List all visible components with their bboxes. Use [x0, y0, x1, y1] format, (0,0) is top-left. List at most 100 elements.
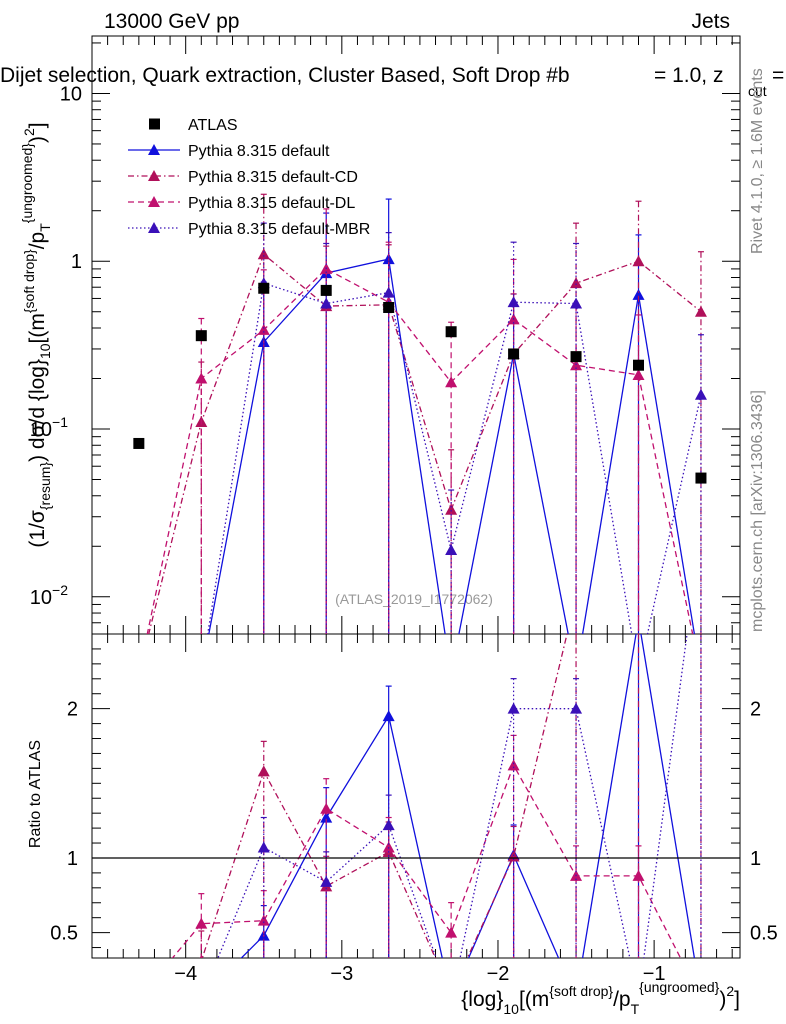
- y-tick-label: 1: [71, 251, 82, 273]
- legend-marker: [148, 144, 160, 155]
- atlas-data-point: [133, 437, 145, 449]
- atlas-data-point: [258, 282, 270, 294]
- legend-entry: Pythia 8.315 default-DL: [128, 195, 355, 212]
- x-tick-label: −2: [487, 963, 510, 985]
- legend-label: Pythia 8.315 default-MBR: [188, 221, 370, 238]
- data-point-marker: [632, 869, 645, 881]
- main-series-layer: [133, 193, 707, 634]
- x-tick-label: −1: [643, 963, 666, 985]
- x-tick-label: −3: [330, 963, 353, 985]
- mcplots-label: mcplots.cern.ch [arXiv:1306.3436]: [749, 390, 766, 632]
- legend-marker: [148, 222, 160, 233]
- data-point-marker: [507, 759, 520, 771]
- data-point-marker: [320, 802, 333, 814]
- legend-label: Pythia 8.315 default-CD: [188, 169, 358, 186]
- data-point-marker: [570, 277, 583, 289]
- data-point-marker: [507, 702, 520, 714]
- data-point-marker: [320, 297, 333, 309]
- legend-label: Pythia 8.315 default-DL: [188, 195, 355, 212]
- data-point-marker: [445, 503, 458, 515]
- data-point-marker: [632, 288, 645, 300]
- data-point-marker: [445, 926, 458, 938]
- plot-title-sub: cut: [748, 83, 767, 99]
- legend-entry: Pythia 8.315 default-CD: [128, 169, 358, 186]
- series-line: [146, 268, 694, 634]
- ratio-y-tick-label-right: 1: [750, 848, 761, 870]
- series-pythia-8-315-default-dl-ratio: [171, 734, 682, 958]
- data-point-marker: [445, 994, 457, 1005]
- series-line: [148, 253, 702, 634]
- atlas-data-point: [383, 301, 395, 313]
- ratio-y-axis: 0.5 0.5 1 1 2 2: [50, 648, 778, 949]
- legend-entry: ATLAS: [149, 117, 238, 134]
- data-point-marker: [195, 372, 208, 384]
- atlas-data-point: [508, 348, 520, 360]
- atlas-data-point: [320, 284, 332, 296]
- data-point-marker: [570, 297, 583, 309]
- data-point-marker: [257, 323, 270, 335]
- data-point-marker: [195, 917, 208, 929]
- ratio-y-tick-label: 2: [67, 699, 78, 721]
- y-tick-label: 10−2: [30, 582, 68, 609]
- ratio-y-tick-label-right: 2: [750, 699, 761, 721]
- plot-title: Dijet selection, Quark extraction, Clust…: [0, 64, 570, 87]
- main-y-axis: 10−2 10−1 1 10: [30, 42, 740, 635]
- data-point-marker: [445, 544, 458, 556]
- data-point-marker: [320, 811, 333, 823]
- atlas-data-point: [570, 351, 582, 363]
- data-point-marker: [382, 710, 395, 722]
- data-point-marker: [445, 988, 457, 999]
- plot-title-main: Dijet selection, Quark extraction, Clust…: [0, 64, 570, 87]
- y-tick-label: 10: [60, 83, 82, 105]
- data-point-marker: [382, 841, 395, 853]
- legend-label: ATLAS: [188, 117, 238, 134]
- data-point-marker: [257, 765, 270, 777]
- legend-marker: [148, 170, 160, 181]
- atlas-data-point: [195, 330, 207, 342]
- x-tick-label: −4: [174, 963, 197, 985]
- atlas-data-point: [633, 359, 645, 371]
- data-point-marker: [570, 702, 583, 714]
- series-pythia-8-315-default-mbr-ratio: [217, 634, 702, 1005]
- data-point-marker: [320, 875, 333, 887]
- series-line: [201, 634, 568, 958]
- atlas-data-point: [695, 472, 707, 484]
- legend-label: Pythia 8.315 default: [188, 143, 330, 160]
- main-y-axis-title: (1/σ{resum}) dσ/d {log}10[(m{soft drop}/…: [19, 122, 53, 547]
- legend-entry: Pythia 8.315 default: [128, 143, 330, 160]
- data-point-marker: [382, 819, 395, 831]
- data-point-marker: [257, 248, 270, 260]
- series-line: [171, 763, 682, 958]
- y-tick-label: 10−1: [30, 414, 68, 441]
- data-point-marker: [632, 255, 645, 267]
- ratio-series-layer: [171, 634, 702, 1005]
- rivet-label: Rivet 4.1.0, ≥ 1.6M events: [749, 68, 766, 254]
- data-point-marker: [382, 286, 395, 298]
- atlas-data-point: [445, 326, 457, 338]
- data-point-marker: [507, 296, 520, 308]
- plot-title-end: =: [772, 64, 784, 87]
- legend-marker: [149, 118, 160, 130]
- series-line: [208, 258, 696, 634]
- energy-label: 13000 GeV pp: [104, 10, 239, 33]
- ratio-y-tick-label: 0.5: [50, 923, 78, 945]
- plot-title-suffix: = 1.0, z: [654, 64, 723, 87]
- data-point-marker: [694, 305, 707, 317]
- jets-label: Jets: [691, 10, 730, 33]
- series-atlas: [133, 282, 707, 484]
- ratio-y-axis-title: Ratio to ATLAS: [27, 740, 44, 848]
- data-point-marker: [257, 914, 270, 926]
- series-line: [240, 634, 696, 958]
- legend-entry: Pythia 8.315 default-MBR: [128, 221, 370, 238]
- ratio-y-tick-label-right: 0.5: [750, 923, 778, 945]
- data-point-marker: [694, 388, 707, 400]
- legend-marker: [148, 196, 160, 207]
- analysis-watermark: (ATLAS_2019_I1772062): [335, 591, 493, 607]
- data-point-marker: [257, 841, 270, 853]
- data-point-marker: [445, 376, 458, 388]
- ratio-y-tick-label: 1: [67, 848, 78, 870]
- ratio-panel-frame: [91, 633, 741, 959]
- data-point-marker: [632, 368, 645, 380]
- legend: ATLAS Pythia 8.315 default Pythia 8.315 de…: [128, 117, 370, 238]
